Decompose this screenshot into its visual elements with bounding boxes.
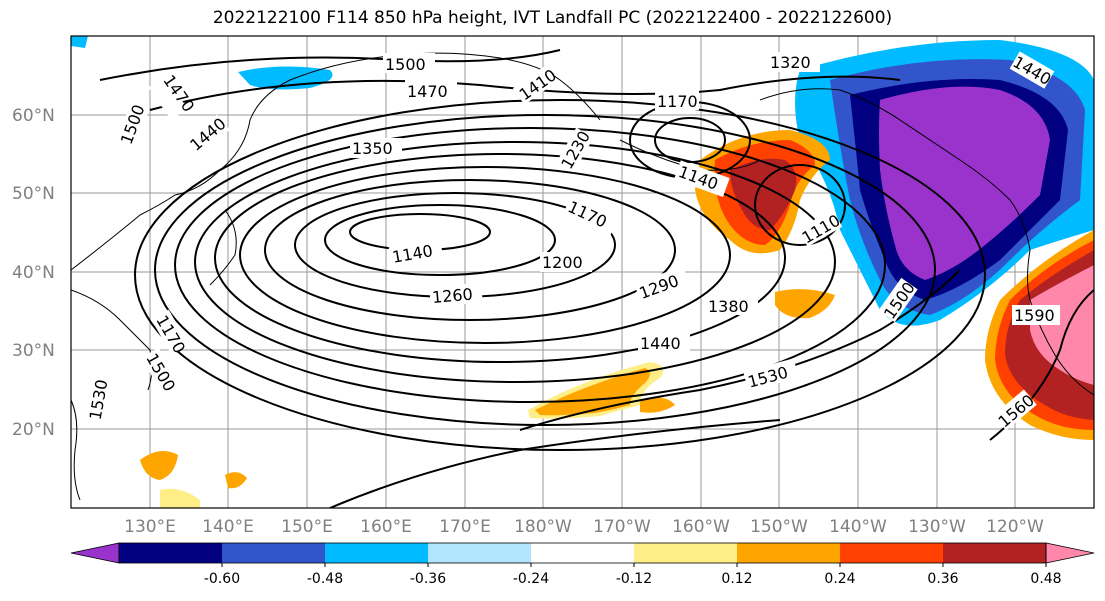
- contour-label: 1320: [770, 53, 811, 72]
- lon-label: 170°W: [593, 517, 651, 537]
- colorbar-cell: [1045, 542, 1095, 564]
- latitude-axis: 60°N 50°N 40°N 30°N 20°N: [12, 106, 55, 440]
- colorbar-tick-label: -0.24: [513, 571, 549, 587]
- colorbar-tick-label: -0.36: [410, 571, 446, 587]
- lon-label: 180°W: [514, 517, 572, 537]
- colorbar-cell: [531, 543, 635, 563]
- lon-label: 150°W: [750, 517, 808, 537]
- lat-label: 50°N: [12, 184, 55, 204]
- colorbar-tick-label: 0.24: [824, 571, 855, 587]
- lon-label: 140°W: [829, 517, 887, 537]
- lon-label: 150°E: [281, 517, 333, 537]
- colorbar: -0.60 -0.48 -0.36 -0.24 -0.12 0.12 0.24 0.36 0.4…: [70, 542, 1095, 587]
- colorbar-cells: [70, 542, 1095, 564]
- map-title: 2022122100 F114 850 hPa height, IVT Land…: [212, 8, 893, 28]
- contour-label: 1590: [1014, 306, 1055, 325]
- longitude-axis: 130°E 140°E 150°E 160°E 170°E 180°W 170°…: [124, 517, 1044, 537]
- lon-label: 120°W: [986, 517, 1044, 537]
- colorbar-cell: [840, 543, 944, 563]
- height-contours: [99, 49, 1094, 508]
- lat-label: 40°N: [12, 263, 55, 283]
- colorbar-cell: [222, 543, 326, 563]
- colorbar-cell: [634, 543, 738, 563]
- colorbar-tick-label: 0.12: [721, 571, 752, 587]
- colorbar-cell: [325, 543, 429, 563]
- colorbar-cell: [943, 543, 1047, 563]
- contour-label: 1200: [542, 253, 583, 272]
- lon-label: 130°W: [908, 517, 966, 537]
- lat-label: 60°N: [12, 106, 55, 126]
- colorbar-cell: [428, 543, 532, 563]
- lon-label: 170°E: [439, 517, 491, 537]
- contour-label: 1500: [385, 55, 426, 74]
- colorbar-outline: [118, 542, 1047, 564]
- colorbar-cell: [70, 542, 120, 564]
- colorbar-tick-label: -0.60: [204, 571, 240, 587]
- lon-label: 140°E: [202, 517, 254, 537]
- contour-label: 1440: [640, 334, 681, 353]
- contour-label: 1380: [708, 297, 749, 316]
- contour-label: 1350: [352, 139, 393, 158]
- colorbar-tick-label: -0.12: [616, 571, 652, 587]
- lon-label: 160°E: [360, 517, 412, 537]
- colorbar-cell: [737, 543, 841, 563]
- lon-label: 130°E: [124, 517, 176, 537]
- lat-label: 30°N: [12, 341, 55, 361]
- contour-label: 1260: [431, 284, 473, 306]
- lon-label: 160°W: [672, 517, 730, 537]
- colorbar-ticks: -0.60 -0.48 -0.36 -0.24 -0.12 0.12 0.24 0.36 0.4…: [204, 563, 1062, 587]
- contour-label: 1170: [657, 92, 698, 111]
- map-border: [70, 35, 1095, 509]
- contour-label: 1470: [407, 82, 448, 101]
- colorbar-tick-label: 0.36: [927, 571, 958, 587]
- lat-label: 20°N: [12, 420, 55, 440]
- colorbar-cell: [119, 543, 223, 563]
- colorbar-tick-label: 0.48: [1030, 571, 1061, 587]
- colorbar-tick-label: -0.48: [307, 571, 343, 587]
